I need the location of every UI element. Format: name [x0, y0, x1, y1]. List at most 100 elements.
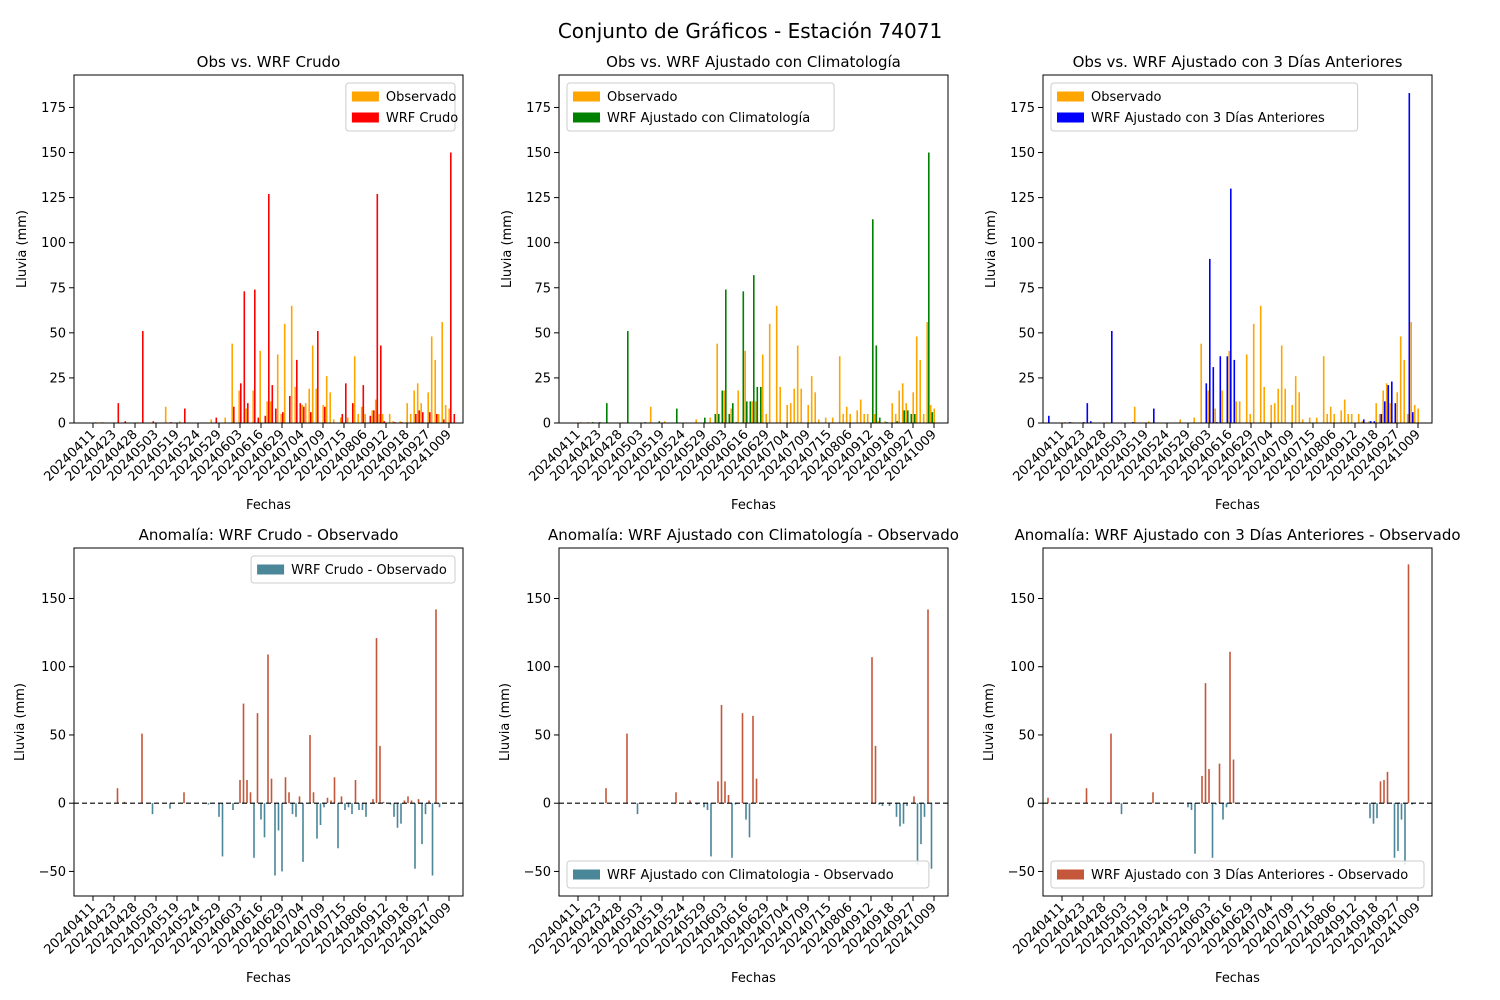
bar-1-13	[123, 801, 126, 804]
bar-1-94	[407, 796, 409, 804]
bar-1-70	[322, 404, 324, 423]
bar-2-97	[903, 410, 906, 423]
y-tick-label: −50	[1008, 865, 1035, 880]
x-axis-label: Fechas	[246, 498, 291, 513]
y-tick-label: 0	[1027, 417, 1035, 432]
bar-1-52	[260, 803, 262, 820]
bar-1-97	[416, 383, 419, 423]
bar-1-96	[898, 390, 900, 423]
bar-1-21	[151, 803, 154, 815]
legend-box	[566, 860, 930, 889]
bar-1-104	[927, 609, 929, 804]
x-axis-label: Fechas	[246, 971, 291, 986]
bar-2-106	[450, 152, 452, 423]
bar-1-90	[392, 421, 394, 423]
bar-2-47	[243, 291, 246, 423]
bar-2-87	[383, 421, 386, 423]
bar-1-70	[1291, 404, 1293, 423]
bar-1-102	[1403, 359, 1405, 423]
bar-2-100	[429, 412, 431, 423]
bar-1-55	[754, 401, 757, 423]
bar-2-40	[704, 417, 706, 423]
bar-1-96	[414, 803, 416, 869]
bar-2-98	[1391, 381, 1393, 423]
y-tick-label: 175	[526, 101, 551, 116]
bar-1-59	[283, 323, 286, 423]
y-tick-label: 150	[41, 592, 66, 607]
bar-1-38	[695, 419, 697, 423]
bar-1-70	[323, 803, 325, 808]
bar-1-48	[246, 780, 248, 804]
y-tick-label: 100	[526, 660, 551, 675]
bar-1-92	[399, 421, 401, 423]
bar-1-54	[752, 715, 754, 804]
bar-1-61	[291, 803, 294, 815]
bar-1-101	[1400, 803, 1403, 820]
bars	[579, 152, 935, 424]
bar-1-54	[267, 654, 269, 804]
bar-1-90	[878, 803, 880, 805]
legend-label: WRF Ajustado con Climatología	[607, 111, 810, 126]
bar-1-41	[706, 803, 709, 811]
bar-1-90	[877, 421, 879, 423]
bar-2-104	[928, 152, 930, 423]
bar-1-76	[344, 803, 346, 811]
bar-2-92	[1370, 421, 1372, 423]
y-tick-label: 150	[41, 146, 66, 161]
bar-1-46	[238, 390, 240, 423]
bar-1-102	[920, 803, 922, 845]
bar-1-52	[745, 803, 747, 820]
bar-1-18	[1110, 733, 1112, 804]
bar-1-41	[221, 803, 224, 857]
bar-1-92	[884, 421, 886, 423]
bar-1-59	[1252, 323, 1255, 423]
panel-title: Anomalía: WRF Ajustado con 3 Días Anteri…	[1014, 526, 1460, 544]
bar-1-58	[765, 413, 767, 423]
panel-title: Obs vs. WRF Ajustado con 3 Días Anterior…	[1073, 53, 1403, 71]
bar-2-55	[271, 385, 274, 423]
bar-1-100	[1396, 392, 1398, 423]
bar-1-59	[768, 323, 771, 423]
bar-2-48	[732, 403, 734, 423]
bar-1-99	[424, 803, 427, 815]
bar-1-67	[1280, 345, 1283, 423]
bar-2-52	[746, 401, 748, 423]
bar-2-44	[718, 413, 720, 423]
bar-1-59	[284, 777, 287, 804]
bar-1-79	[838, 356, 841, 423]
bar-1-100	[428, 800, 430, 804]
legend-swatch	[351, 112, 379, 123]
bar-1-71	[325, 376, 328, 423]
legend-label: Observado	[386, 90, 457, 105]
bar-2-99	[1394, 403, 1397, 423]
bar-2-49	[1219, 356, 1222, 423]
bar-1-80	[842, 413, 844, 423]
bar-1-71	[1294, 376, 1297, 423]
bar-1-77	[1315, 417, 1318, 423]
bar-1-97	[417, 799, 420, 804]
bar-1-95	[895, 803, 898, 817]
bar-2-98	[422, 412, 424, 423]
bar-1-11	[1085, 788, 1088, 804]
bar-1-57	[277, 803, 280, 831]
bar-1-75	[1308, 417, 1311, 423]
bar-2-47	[728, 413, 731, 423]
bar-1-47	[242, 703, 245, 804]
y-tick-label: 125	[526, 191, 551, 206]
bar-2-93	[1373, 421, 1376, 423]
bar-1-89	[389, 803, 392, 805]
bar-1-67	[312, 792, 315, 804]
bar-2-11	[117, 403, 120, 423]
bar-2-56	[275, 408, 277, 423]
bar-1-98	[1389, 403, 1391, 423]
bar-1-81	[361, 803, 364, 811]
y-tick-label: 150	[526, 146, 551, 161]
bar-1-102	[1404, 803, 1406, 865]
bar-2-51	[257, 417, 260, 423]
bar-1-97	[902, 803, 905, 824]
bar-1-86	[378, 413, 380, 423]
bar-1-82	[1333, 413, 1335, 423]
bar-1-62	[1263, 386, 1265, 423]
bar-1-38	[210, 419, 212, 423]
bar-1-37	[207, 803, 210, 805]
